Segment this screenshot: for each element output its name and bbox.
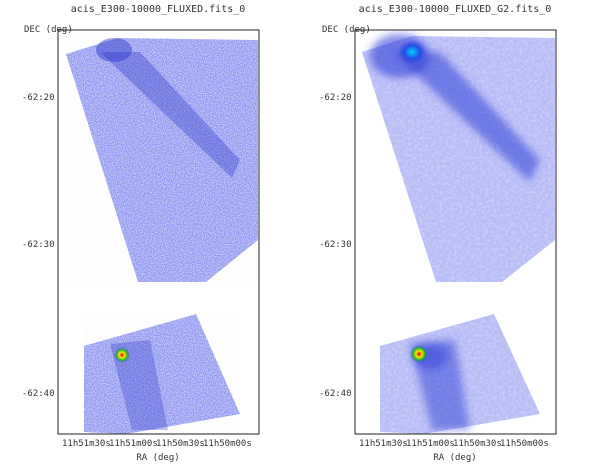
panel-left[interactable]: acis_E300-10000_FLUXED.fits_0 DEC (deg) … — [22, 4, 260, 463]
y-tick-label: -62:20 — [22, 93, 55, 103]
image-display[interactable] — [362, 34, 555, 434]
y-tick-labels: -62:20 -62:30 -62:40 — [319, 93, 352, 399]
plot-frame — [354, 29, 557, 435]
y-tick-labels: -62:20 -62:30 -62:40 — [22, 93, 55, 399]
x-tick-labels: 11h51m30s 11h51m00s 11h50m30s 11h50m00s — [62, 439, 252, 449]
x-tick-labels: 11h51m30s 11h51m00s 11h50m30s 11h50m00s — [359, 439, 549, 449]
x-axis-label: RA (deg) — [433, 453, 476, 463]
x-tick-label: 11h50m00s — [203, 439, 252, 449]
bright-region[interactable] — [398, 40, 426, 64]
x-tick-label: 11h50m30s — [453, 439, 502, 449]
point-source[interactable] — [114, 347, 130, 363]
x-tick-label: 11h50m00s — [500, 439, 549, 449]
image-display[interactable] — [66, 38, 258, 434]
y-tick-label: -62:20 — [319, 93, 352, 103]
x-tick-label: 11h51m00s — [406, 439, 455, 449]
y-axis-label: DEC (deg) — [322, 25, 371, 35]
y-tick-label: -62:30 — [319, 240, 352, 250]
x-tick-label: 11h50m30s — [156, 439, 205, 449]
y-tick-label: -62:40 — [319, 389, 352, 399]
x-tick-label: 11h51m30s — [359, 439, 408, 449]
panel-title: acis_E300-10000_FLUXED_G2.fits_0 — [359, 4, 552, 15]
y-tick-label: -62:30 — [22, 240, 55, 250]
y-tick-label: -62:40 — [22, 389, 55, 399]
y-axis-label: DEC (deg) — [24, 25, 73, 35]
point-source[interactable] — [410, 345, 428, 363]
x-axis-label: RA (deg) — [136, 453, 179, 463]
x-tick-label: 11h51m30s — [62, 439, 111, 449]
panel-right[interactable]: acis_E300-10000_FLUXED_G2.fits_0 DEC (de… — [319, 4, 557, 463]
plot-frame — [57, 29, 260, 435]
panel-title: acis_E300-10000_FLUXED.fits_0 — [71, 4, 246, 15]
x-tick-label: 11h51m00s — [109, 439, 158, 449]
